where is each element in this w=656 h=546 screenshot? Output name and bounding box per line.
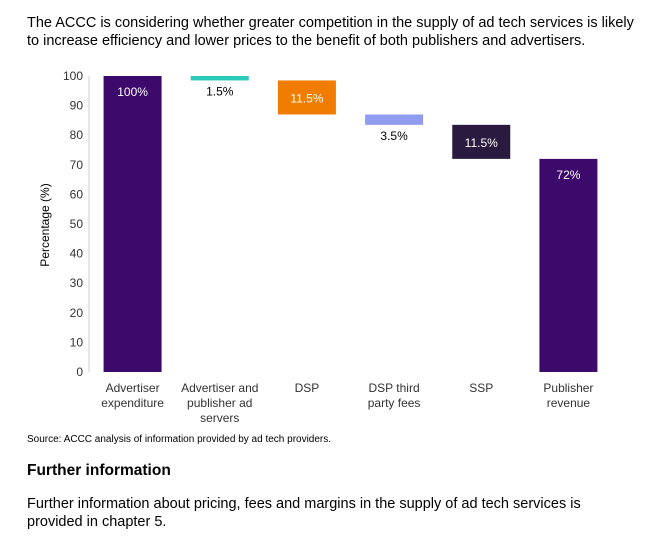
further-information-heading: Further information — [27, 462, 171, 479]
x-category-label: publisher ad — [187, 396, 252, 410]
x-category-label: expenditure — [101, 396, 164, 410]
x-category-label: Publisher — [543, 381, 593, 395]
bar — [452, 124, 511, 159]
x-category-label: SSP — [469, 381, 493, 395]
further-information-text: Further information about pricing, fees … — [27, 496, 581, 530]
x-category-label: DSP — [295, 381, 320, 395]
y-tick-label: 60 — [70, 187, 84, 201]
x-category-label: Advertiser and — [181, 381, 258, 395]
source-note: Source: ACCC analysis of information pro… — [27, 434, 332, 445]
y-tick-label: 70 — [70, 158, 84, 172]
waterfall-chart: 0 10 20 30 40 50 60 70 80 90 100 100% 1.5% 11.5% 3.5%… — [38, 69, 598, 425]
x-category-label: servers — [200, 411, 239, 425]
y-tick-label: 40 — [70, 247, 84, 261]
y-tick-label: 20 — [70, 306, 84, 320]
y-tick-label: 0 — [76, 365, 83, 379]
y-axis-title: Percentage (%) — [38, 183, 52, 266]
y-tick-label: 90 — [70, 99, 84, 113]
y-tick-label: 100 — [63, 69, 83, 83]
bar — [190, 76, 249, 81]
y-tick-label: 50 — [70, 217, 84, 231]
y-tick-label: 10 — [70, 335, 84, 349]
x-category-label: revenue — [547, 396, 591, 410]
bar — [277, 80, 336, 115]
y-axis: 0 10 20 30 40 50 60 70 80 90 100 — [63, 69, 90, 379]
y-tick-label: 30 — [70, 276, 84, 290]
bar — [539, 158, 598, 372]
bars — [103, 76, 598, 372]
bar-labels: 100% 1.5% 11.5% 3.5% 11.5% 72% — [117, 84, 581, 181]
bar-value-label: 1.5% — [206, 84, 234, 98]
bar-value-label: 11.5% — [465, 136, 498, 150]
x-category-label: DSP third — [369, 381, 420, 395]
bar-value-label: 11.5% — [290, 91, 323, 105]
bar — [103, 76, 162, 372]
bar-value-label: 3.5% — [380, 129, 408, 143]
bar-value-label: 72% — [556, 168, 580, 182]
x-category-label: Advertiser — [106, 381, 160, 395]
x-category-label: party fees — [368, 396, 421, 410]
y-tick-label: 80 — [70, 128, 84, 142]
bar-value-label: 100% — [117, 85, 148, 99]
intro-paragraph: The ACCC is considering whether greater … — [27, 15, 634, 49]
bar — [365, 114, 424, 125]
